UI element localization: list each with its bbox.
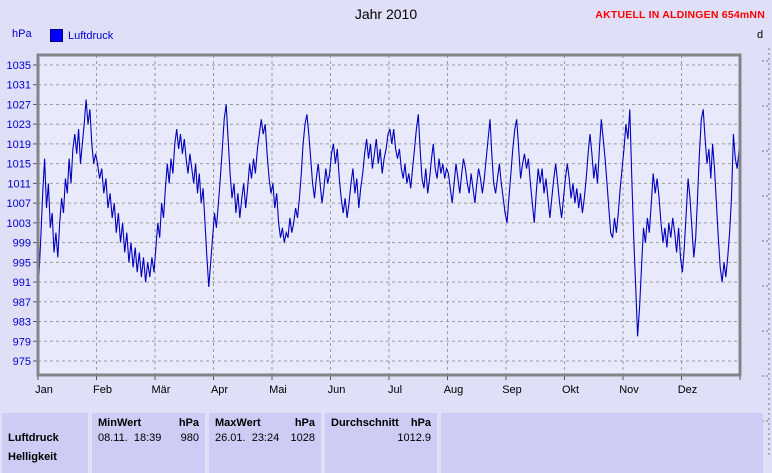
x-axis-labels: Jan Feb Mär Apr Mai Jun Jul Aug Sep Okt Nov Dez <box>35 384 697 396</box>
adjacent-panel-label-fragment: d <box>757 29 764 41</box>
legend-color-swatch <box>50 29 63 42</box>
svg-text:Dez: Dez <box>678 384 698 396</box>
plot-frame <box>36 53 742 377</box>
adjacent-panel-axis-fragment <box>762 48 770 455</box>
svg-text:1035: 1035 <box>7 60 31 72</box>
svg-text:999: 999 <box>13 238 31 250</box>
svg-text:975: 975 <box>13 356 31 368</box>
y-axis-unit-label: hPa <box>12 28 32 40</box>
avg-unit: hPa <box>410 417 431 429</box>
min-label: MinWert <box>98 417 142 429</box>
svg-text:995: 995 <box>13 257 31 269</box>
min-unit: hPa <box>178 417 199 429</box>
max-unit: hPa <box>294 417 315 429</box>
weather-report-window: { "title": "Jahr 2010", "status_label": … <box>2 6 770 473</box>
svg-text:1027: 1027 <box>7 99 31 111</box>
min-datetime: 08.11. 18:39 <box>98 432 162 444</box>
table-cell-durchschnitt: Durchschnitt hPa 1012.9 <box>325 413 437 473</box>
y-axis-labels: 1035 1031 1027 1023 1019 1015 1011 1007 1003 999 9… <box>7 60 31 368</box>
page-title: Jahr 2010 <box>354 6 418 22</box>
legend-label: Luftdruck <box>68 29 114 42</box>
svg-text:Aug: Aug <box>444 384 464 396</box>
svg-text:Okt: Okt <box>562 384 579 396</box>
table-cell-minwert: MinWert hPa 08.11. 18:39 980 <box>92 413 205 473</box>
svg-text:Jan: Jan <box>35 384 53 396</box>
max-value: 1028 <box>290 432 315 444</box>
station-status-label: AKTUELL IN ALDINGEN 654mNN <box>595 9 765 21</box>
svg-text:1019: 1019 <box>7 139 31 151</box>
svg-text:1003: 1003 <box>7 218 31 230</box>
svg-text:1031: 1031 <box>7 80 31 92</box>
svg-text:Nov: Nov <box>619 384 639 396</box>
svg-text:1011: 1011 <box>7 178 31 190</box>
min-value: 980 <box>180 432 199 444</box>
svg-text:Feb: Feb <box>93 384 112 396</box>
avg-value: 1012.9 <box>397 432 431 444</box>
svg-text:991: 991 <box>13 277 31 289</box>
max-label: MaxWert <box>215 417 261 429</box>
legend: Luftdruck <box>50 29 113 42</box>
table-cell-empty <box>441 413 763 473</box>
svg-text:1023: 1023 <box>7 119 31 131</box>
svg-text:1007: 1007 <box>7 198 31 210</box>
svg-text:Mär: Mär <box>152 384 171 396</box>
svg-text:1015: 1015 <box>7 159 31 171</box>
pressure-line-chart: 1035 1031 1027 1023 1019 1015 1011 1007 1003 999 9… <box>7 48 770 455</box>
svg-text:Mai: Mai <box>269 384 287 396</box>
luftdruck-series-line <box>38 99 740 337</box>
svg-text:Sep: Sep <box>502 384 522 396</box>
svg-text:Apr: Apr <box>211 384 228 396</box>
gridlines <box>33 55 741 380</box>
svg-text:979: 979 <box>13 336 31 348</box>
svg-text:Jun: Jun <box>328 384 346 396</box>
svg-text:Jul: Jul <box>388 384 402 396</box>
table-cell-maxwert: MaxWert hPa 26.01. 23:24 1028 <box>209 413 321 473</box>
svg-text:983: 983 <box>13 317 31 329</box>
avg-label: Durchschnitt <box>331 417 399 429</box>
table-cell-sensor: Luftdruck Helligkeit <box>2 413 88 473</box>
sensor-name: Luftdruck <box>8 432 59 444</box>
svg-text:987: 987 <box>13 297 31 309</box>
max-datetime: 26.01. 23:24 <box>215 432 280 444</box>
